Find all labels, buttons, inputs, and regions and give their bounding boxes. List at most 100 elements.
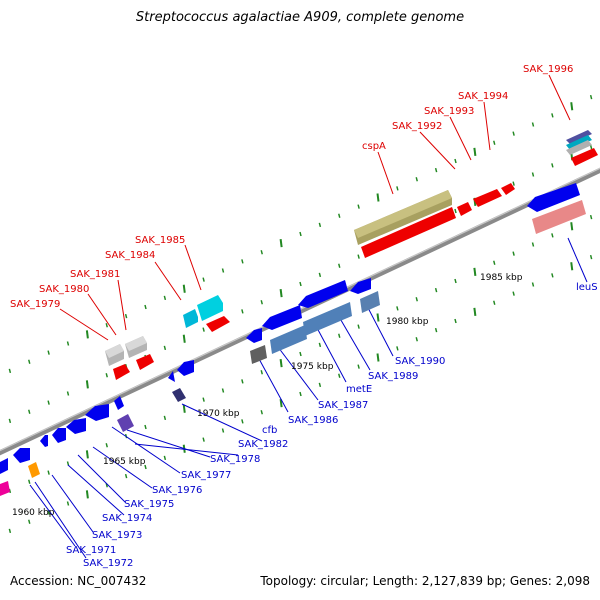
gene-sak-1974[interactable] (85, 404, 109, 421)
gene-cfb[interactable] (246, 328, 262, 343)
tick-mark (551, 233, 554, 238)
tick-mark (454, 278, 457, 284)
gene-label[interactable]: SAK_1996 (523, 64, 573, 75)
kbp-labels: 1960 kbp 1965 kbp 1970 kbp 1975 kbp 1980… (12, 273, 523, 518)
gene-label[interactable]: SAK_1994 (458, 91, 508, 102)
gene-sak-1984[interactable] (183, 309, 198, 328)
tick-mark (221, 428, 225, 433)
tick-mark (105, 443, 108, 448)
gene-cspa-b[interactable] (361, 207, 456, 258)
gene-label[interactable]: leuS (576, 282, 598, 293)
gene-sak-1989[interactable] (350, 278, 371, 294)
gene-sak-1986[interactable] (262, 305, 302, 330)
gene-sak-1973[interactable] (66, 418, 86, 434)
gene-label[interactable]: SAK_1985 (135, 235, 185, 246)
gene-sak-1996b[interactable] (571, 148, 598, 166)
gene-leus[interactable] (527, 183, 580, 212)
tick-mark (182, 334, 186, 343)
gene-cspa[interactable] (354, 190, 452, 245)
gene-sak-1980[interactable] (105, 344, 124, 366)
gene-leus-b[interactable] (532, 200, 586, 234)
gene-label[interactable]: cfb (262, 425, 277, 436)
gene-label[interactable]: SAK_1977 (181, 470, 231, 481)
gene-sak-1986b[interactable] (270, 325, 307, 354)
gene-label[interactable]: SAK_1971 (66, 545, 116, 556)
gene-label[interactable]: SAK_1989 (368, 371, 418, 382)
tick-mark (28, 479, 31, 484)
gene-label[interactable]: SAK_1973 (92, 530, 142, 541)
gene-label[interactable]: SAK_1993 (424, 106, 474, 117)
gene-sak-1968[interactable] (28, 462, 40, 478)
gene-sak-1980b[interactable] (136, 354, 154, 370)
gene-label[interactable]: SAK_1978 (210, 454, 260, 465)
tick-mark (493, 260, 496, 265)
tick-marks (8, 94, 593, 534)
gene-sak-1976[interactable] (114, 396, 124, 410)
gene-sak-1992[interactable] (457, 202, 472, 216)
gene-sak-1987[interactable] (298, 280, 348, 308)
gene-sak-1975[interactable] (117, 414, 134, 432)
tick-mark (357, 254, 360, 259)
tick-mark (357, 204, 360, 209)
tick-mark (318, 382, 322, 388)
gene-sak-1978[interactable] (177, 360, 194, 376)
tick-mark (85, 380, 89, 389)
gene-label[interactable]: SAK_1987 (318, 400, 368, 411)
gene-label[interactable]: SAK_1990 (395, 356, 445, 367)
tick-mark (260, 410, 263, 415)
gene-sak-1979[interactable] (113, 364, 130, 380)
gene-label[interactable]: SAK_1975 (124, 499, 174, 510)
tick-mark (299, 281, 302, 287)
gene-label[interactable]: SAK_1974 (102, 513, 152, 524)
map-title: Streptococcus agalactiae A909, complete … (135, 10, 465, 25)
gene-label[interactable]: SAK_1984 (105, 250, 155, 261)
gene-sak-1981[interactable] (125, 336, 147, 358)
tick-mark (105, 373, 108, 378)
gene-sak-1985[interactable] (197, 295, 223, 321)
tick-mark (202, 327, 205, 332)
gene-sak-1977[interactable] (172, 388, 186, 402)
gene-sak-1972[interactable] (52, 428, 66, 443)
tick-mark (124, 313, 128, 319)
tick-mark (376, 193, 380, 202)
tick-mark (512, 131, 515, 136)
gene-sak-1969[interactable] (0, 458, 8, 474)
gene-sak-1971[interactable] (40, 435, 48, 447)
tick-mark (589, 214, 593, 220)
gene-label[interactable]: SAK_1976 (152, 485, 202, 496)
tick-mark (28, 519, 31, 524)
tick-mark (570, 102, 574, 111)
genome-summary: Topology: circular; Length: 2,127,839 bp… (260, 574, 590, 588)
gene-sak-1987b[interactable] (303, 302, 352, 336)
tick-mark (493, 140, 496, 145)
gene-label[interactable]: SAK_1986 (288, 415, 338, 426)
gene-label[interactable]: cspA (362, 141, 386, 152)
gene-sak-1993[interactable] (473, 189, 502, 207)
gene-sak-1994[interactable] (501, 183, 515, 195)
gene-label[interactable]: SAK_1979 (10, 299, 60, 310)
gene-sak-1970[interactable] (13, 448, 30, 463)
tick-mark (47, 400, 50, 405)
kbp-label: 1975 kbp (291, 362, 334, 372)
gene-label[interactable]: metE (346, 384, 372, 395)
gene-sak-1990[interactable] (360, 291, 380, 313)
gene-sak-1985b[interactable] (206, 316, 230, 332)
gene-label[interactable]: SAK_1980 (39, 284, 89, 295)
gene-label[interactable]: SAK_1992 (392, 121, 442, 132)
gene-sak-1982[interactable] (250, 345, 267, 364)
kbp-label: 1960 kbp (12, 508, 55, 518)
tick-mark (202, 277, 205, 282)
tick-mark (260, 250, 263, 255)
gene-label[interactable]: SAK_1981 (70, 269, 120, 280)
tick-mark (531, 282, 535, 287)
gene-sak-1996[interactable] (566, 130, 592, 155)
gene-label[interactable]: SAK_1982 (238, 439, 288, 450)
tick-mark (376, 313, 380, 322)
tick-mark (589, 144, 593, 150)
gene-label[interactable]: SAK_1972 (83, 558, 133, 569)
tick-mark (551, 273, 554, 278)
tick-mark (182, 404, 186, 413)
gene-sak-1978b[interactable] (168, 371, 175, 382)
gene-sak-1967[interactable] (0, 481, 10, 496)
